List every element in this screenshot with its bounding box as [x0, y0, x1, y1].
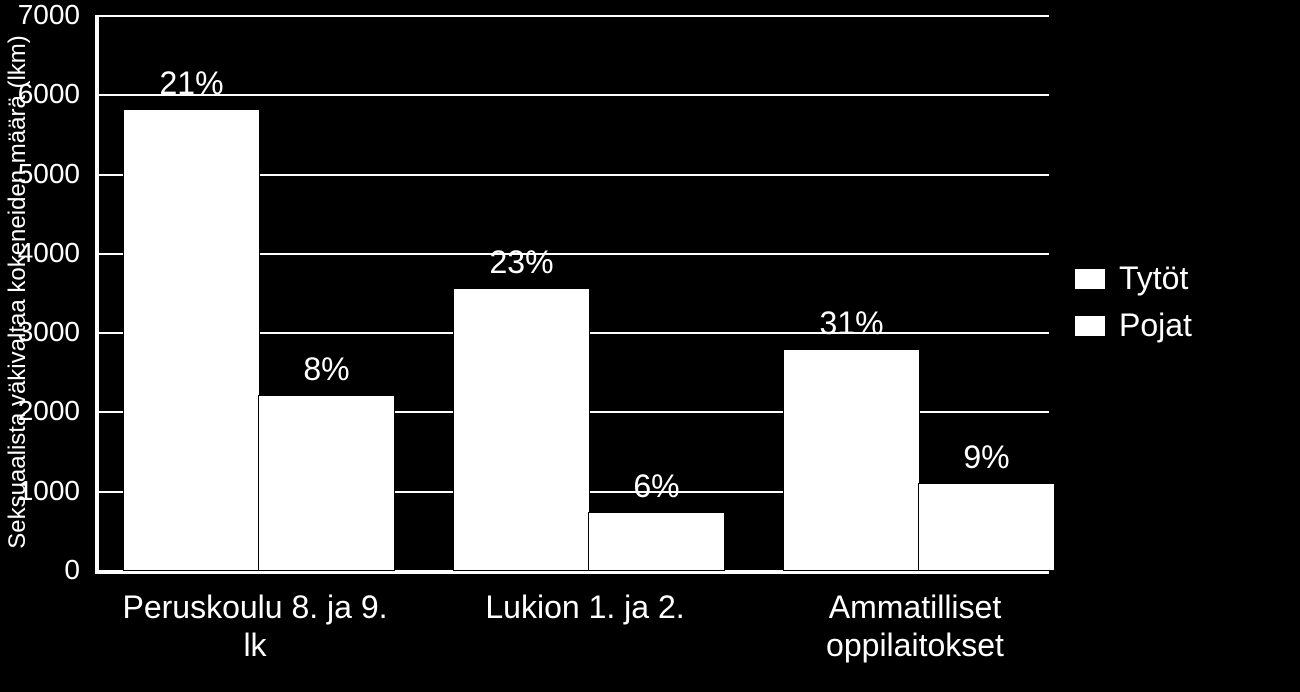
bar-tytot: [784, 350, 919, 570]
bar-pojat: [589, 513, 724, 570]
y-tick-label: 3000: [18, 316, 80, 348]
legend-swatch-icon: [1075, 269, 1105, 289]
bar-tytot: [454, 289, 589, 570]
y-tick-label: 4000: [18, 237, 80, 269]
y-tick-label: 0: [64, 554, 80, 586]
bar-value-label: 9%: [963, 439, 1009, 476]
y-tick-label: 5000: [18, 158, 80, 190]
y-tick-label: 6000: [18, 78, 80, 110]
legend-item-pojat: Pojat: [1075, 307, 1192, 344]
legend-swatch-icon: [1075, 316, 1105, 336]
x-category-label: Ammatillisetoppilaitokset: [826, 588, 1004, 665]
legend-label: Pojat: [1119, 307, 1192, 344]
bar-value-label: 6%: [633, 468, 679, 505]
bar-value-label: 31%: [819, 305, 883, 342]
x-category-label: Lukion 1. ja 2.: [485, 588, 684, 626]
y-tick-label: 2000: [18, 395, 80, 427]
chart-container: Seksuaalista väkivaltaa kokeneiden määrä…: [0, 0, 1300, 692]
y-tick-label: 1000: [18, 475, 80, 507]
bar-pojat: [919, 484, 1054, 570]
plot-area: 21% 8% 23% 6% 31% 9%: [95, 15, 1049, 574]
legend-item-tytot: Tytöt: [1075, 260, 1192, 297]
bar-tytot: [124, 110, 259, 570]
bar-pojat: [259, 396, 394, 570]
legend: Tytöt Pojat: [1075, 260, 1192, 354]
y-axis-ticks: 01000200030004000500060007000: [0, 15, 90, 570]
legend-label: Tytöt: [1119, 260, 1188, 297]
x-category-label: Peruskoulu 8. ja 9.lk: [122, 588, 387, 665]
bar-value-label: 21%: [159, 65, 223, 102]
bars-layer: 21% 8% 23% 6% 31% 9%: [99, 15, 1049, 570]
y-tick-label: 7000: [18, 0, 80, 31]
bar-value-label: 8%: [303, 351, 349, 388]
bar-value-label: 23%: [489, 244, 553, 281]
